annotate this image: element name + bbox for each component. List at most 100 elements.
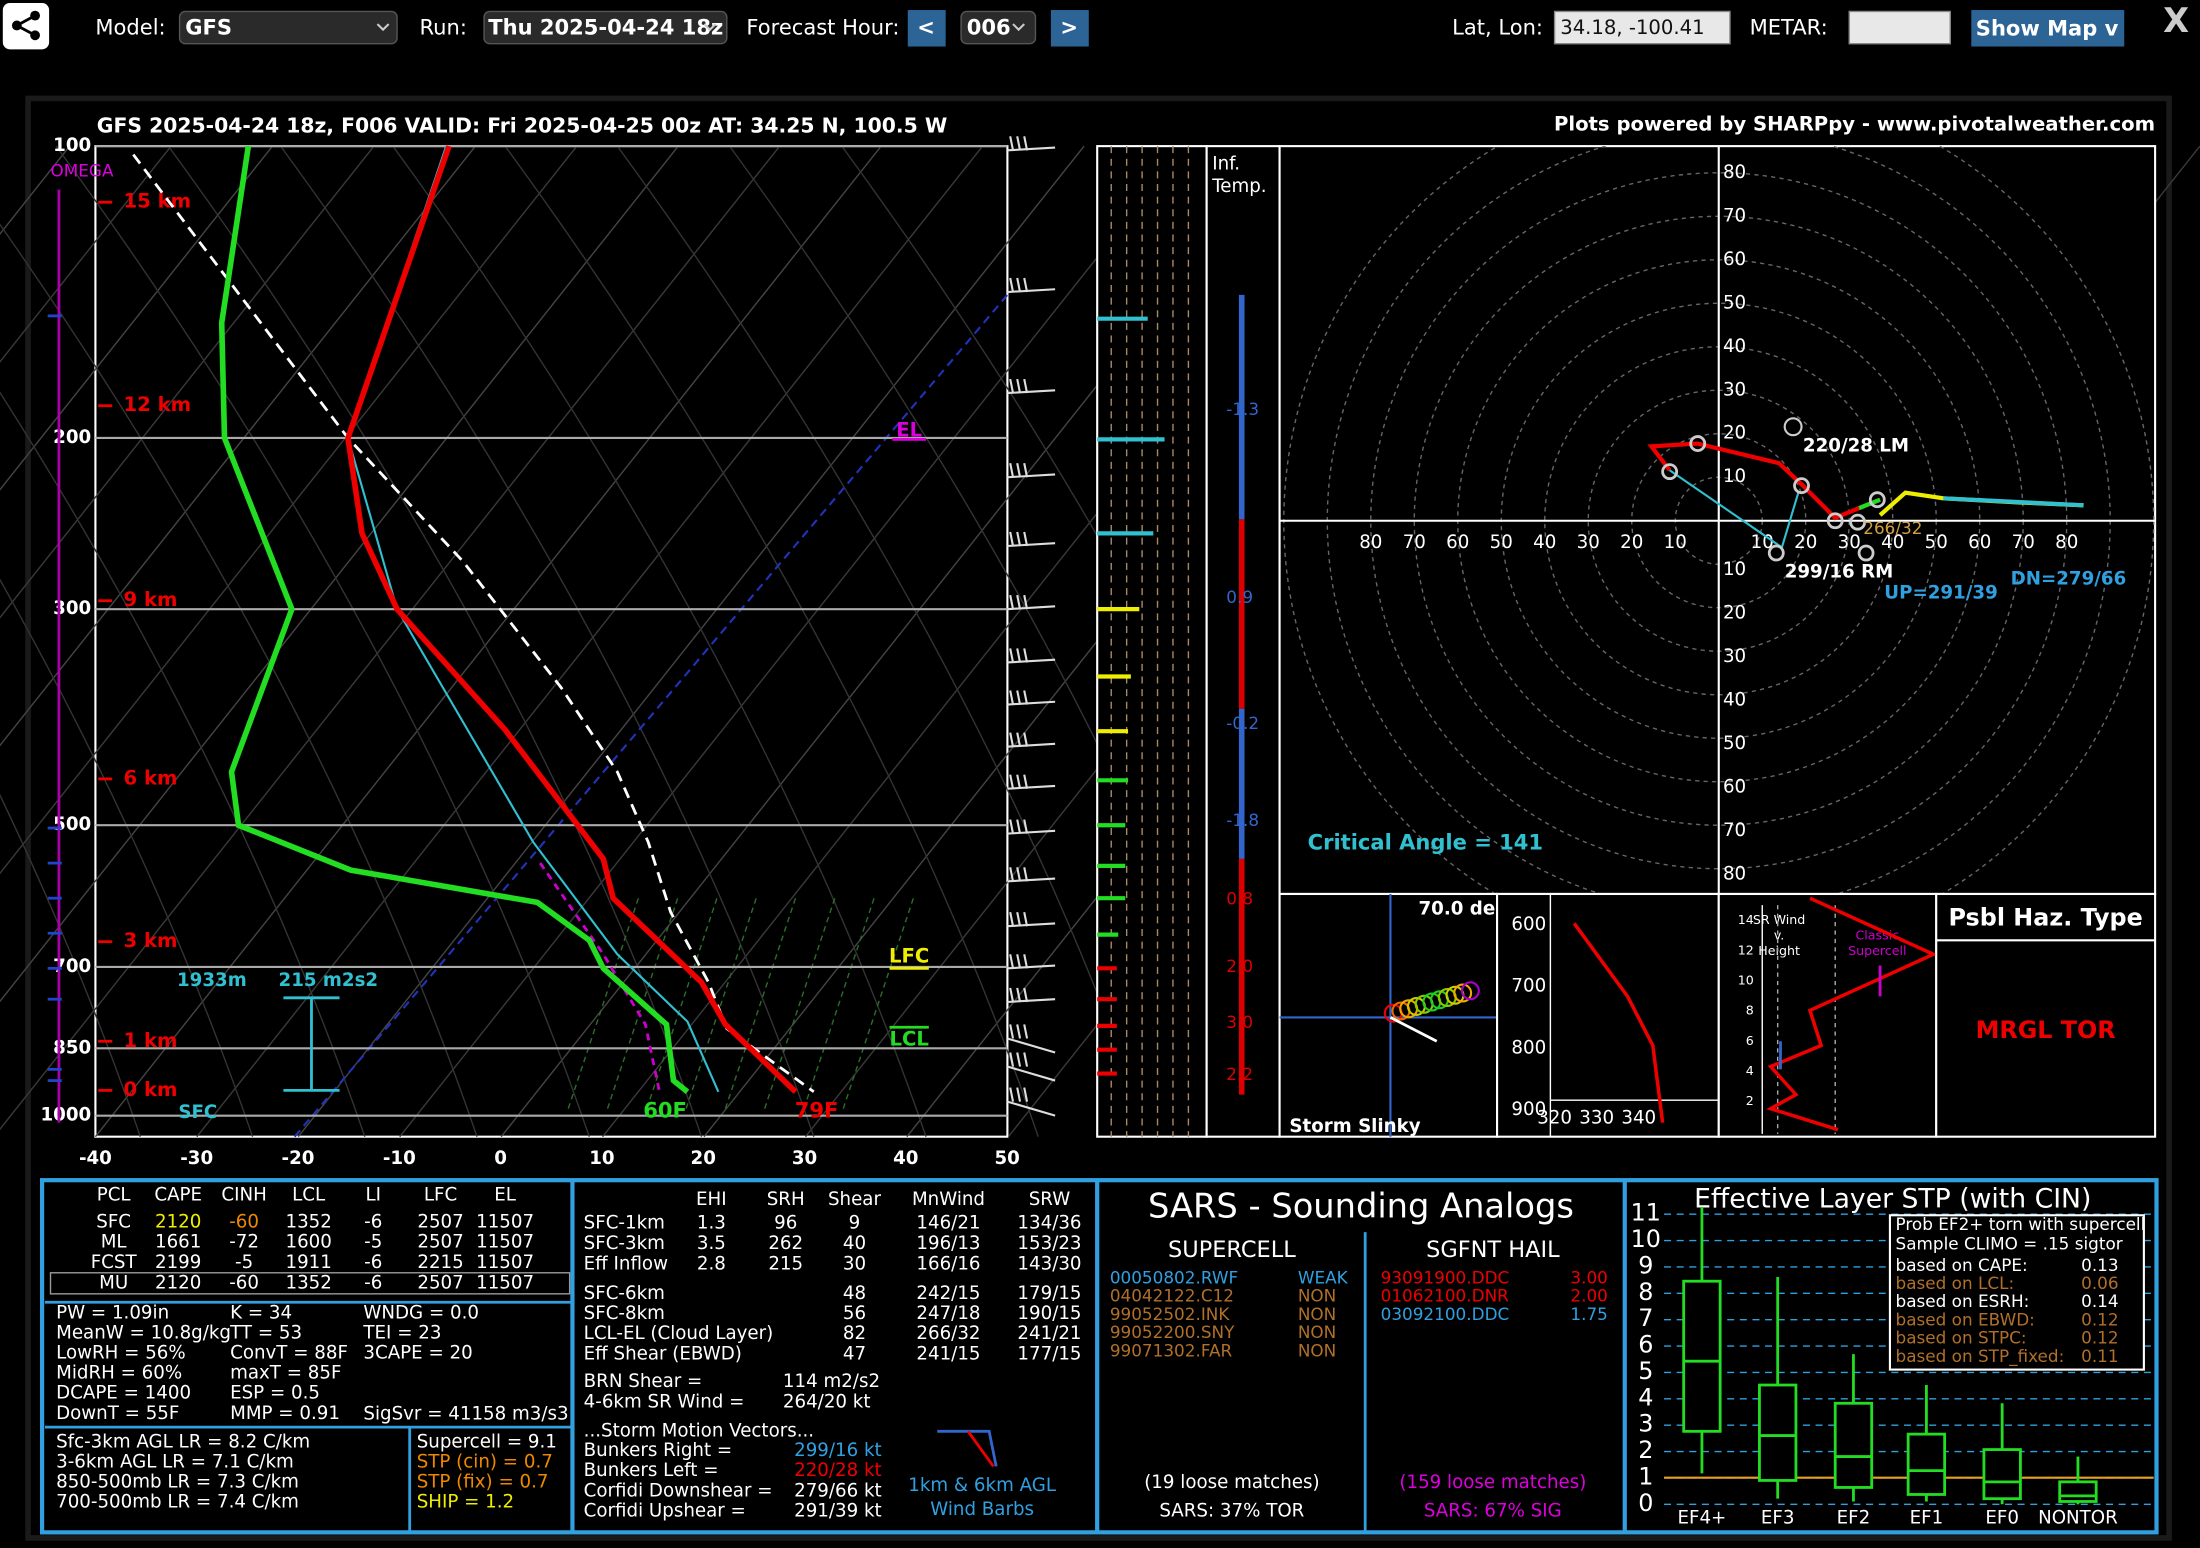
ring-label: 60 xyxy=(1968,532,1991,553)
index-value: maxT = 85F xyxy=(230,1363,341,1384)
ring-label: 50 xyxy=(1723,733,1746,754)
stp-box xyxy=(1682,1279,1722,1433)
mixing-ratio xyxy=(646,897,718,1109)
stp-ytick: 3 xyxy=(1638,1410,1653,1438)
latlon-input[interactable] xyxy=(1553,10,1731,45)
thermo-header: CINH xyxy=(221,1185,266,1206)
wind-barb-flag xyxy=(1023,911,1029,927)
composite-index: STP (cin) = 0.7 xyxy=(417,1452,553,1473)
isotherm xyxy=(399,145,1186,1138)
height-label: 15 km xyxy=(123,190,191,213)
stp-legend-item: 0.12 xyxy=(2081,1309,2118,1329)
index-value: TEI = 23 xyxy=(362,1323,441,1344)
kinematics-cell: 30 xyxy=(843,1253,866,1274)
prev-button[interactable] xyxy=(907,10,946,47)
srwind-title: Height xyxy=(1758,943,1800,958)
pressure-label: 500 xyxy=(53,814,91,835)
stp-box xyxy=(1982,1448,2022,1501)
wind-barb-flag xyxy=(1023,378,1029,394)
wind-barb-flag xyxy=(1016,378,1022,394)
wind-barb-flag xyxy=(1016,690,1022,705)
wind-barb-flag xyxy=(1023,531,1029,547)
wind-barb-flag xyxy=(1023,774,1029,789)
dry-adiabat xyxy=(0,793,141,1137)
stp-ytick: 6 xyxy=(1638,1331,1653,1359)
index-value: 3CAPE = 20 xyxy=(363,1343,472,1364)
wind-barb xyxy=(1007,964,1056,970)
wind-barb xyxy=(1007,1100,1056,1117)
srwind-height: 6 xyxy=(1746,1033,1754,1048)
thermo-header: LI xyxy=(365,1185,381,1206)
index-value: WNDG = 0.0 xyxy=(363,1302,479,1323)
index-value: SigSvr = 41158 m3/s3 xyxy=(363,1403,568,1424)
wind-barb-flag xyxy=(1023,136,1029,151)
height-label: 0 km xyxy=(123,1078,177,1101)
stp-ytick: 8 xyxy=(1638,1278,1653,1306)
index-value: TT = 53 xyxy=(229,1323,302,1344)
kinematics-cell: SFC-3km xyxy=(584,1233,665,1254)
omega-label: OMEGA xyxy=(51,160,114,180)
metar-input[interactable] xyxy=(1848,10,1951,45)
height-label: 3 km xyxy=(123,929,177,952)
mixing-ratio xyxy=(685,897,757,1109)
kinematics-cell: SFC-8km xyxy=(584,1303,665,1324)
pressure-label: 850 xyxy=(53,1037,91,1058)
wind-barb-flag xyxy=(1016,911,1022,927)
dry-adiabat xyxy=(392,145,927,1137)
label: 1933m xyxy=(177,970,247,991)
temp-label: 50 xyxy=(994,1148,1019,1169)
label: 266/32 xyxy=(1863,518,1922,538)
close-button[interactable]: X xyxy=(2163,1,2189,40)
label: Model: xyxy=(95,14,165,39)
wind-barb-flag xyxy=(1009,732,1015,747)
stp-legend-item: based on LCL: xyxy=(1896,1273,2015,1293)
wind-barb-flag xyxy=(1009,1024,1015,1039)
label: 215 m2s2 xyxy=(279,970,379,991)
thermo-cell: 2120 xyxy=(155,1272,201,1293)
model-select[interactable] xyxy=(178,10,398,45)
next-button[interactable] xyxy=(1050,10,1089,47)
isotherm xyxy=(297,145,1085,1138)
wind-barb xyxy=(1007,389,1056,395)
dry-adiabat xyxy=(55,145,590,1137)
kinematics-cell: 40 xyxy=(843,1233,866,1254)
next-label[interactable]: > xyxy=(1060,14,1078,39)
hour-select[interactable] xyxy=(960,10,1037,45)
latlon-value[interactable]: 34.18, -100.41 xyxy=(1560,16,1704,39)
share-button[interactable] xyxy=(2,3,50,50)
dropdown-arrow xyxy=(1012,23,1025,32)
kinematics-cell: 177/15 xyxy=(1017,1343,1081,1364)
wind-barb-flag xyxy=(1023,867,1029,882)
barb-inset xyxy=(937,1429,998,1467)
wind-barb-flag xyxy=(1016,463,1022,478)
slinky-ring xyxy=(1460,981,1480,1001)
run-value[interactable]: Thu 2025-04-24 18z xyxy=(488,14,723,39)
wind-barb xyxy=(1007,1065,1056,1082)
hodo-trace xyxy=(1647,441,1881,521)
composite-index: STP (fix) = 0.7 xyxy=(417,1472,549,1493)
barbs-caption: Wind Barbs xyxy=(930,1499,1034,1520)
show-map-button[interactable] xyxy=(1971,10,2125,47)
run-select[interactable] xyxy=(483,10,728,45)
ring-label: 70 xyxy=(1723,205,1746,226)
prev-label[interactable]: < xyxy=(917,14,935,39)
label: SARS: 67% SIG xyxy=(1424,1500,1562,1521)
thermo-cell: 11507 xyxy=(476,1252,534,1273)
storm-motion: 220/28 kt xyxy=(794,1460,882,1481)
wind-barb xyxy=(1007,784,1056,790)
wind-barb-flag xyxy=(1009,594,1015,610)
hour-value[interactable]: 006 xyxy=(967,14,1011,39)
model-value[interactable]: GFS xyxy=(185,14,232,39)
kinematics-cell: 196/13 xyxy=(916,1233,980,1254)
stp-box xyxy=(1833,1401,1874,1489)
label: MRGL TOR xyxy=(1976,1016,2116,1044)
wind-barb-flag xyxy=(1023,690,1029,705)
label: LFC xyxy=(889,945,929,968)
stp-legend-title: Sample CLIMO = .15 sigtor xyxy=(1896,1234,2123,1254)
wind-barb xyxy=(1007,605,1056,611)
ring-label: 80 xyxy=(1723,162,1746,183)
srwind-height: 4 xyxy=(1746,1063,1754,1078)
kinematics-header: SRW xyxy=(1029,1189,1071,1210)
wind-barb-flag xyxy=(1009,648,1015,663)
show-map-label[interactable]: Show Map v xyxy=(1976,16,2119,41)
